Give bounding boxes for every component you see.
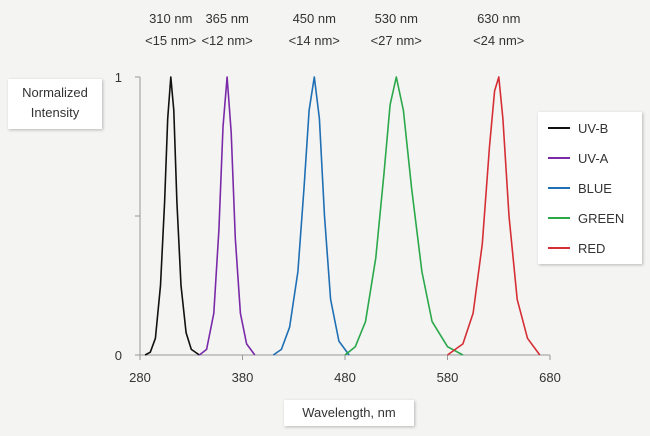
legend-swatch: [548, 127, 570, 129]
legend-item-green: GREEN: [548, 208, 624, 228]
y-axis-label: Normalized Intensity: [8, 79, 102, 129]
legend-label: GREEN: [578, 210, 625, 226]
peak-label-uv-a: 365 nm <12 nm>: [187, 8, 267, 52]
y-tick-label: 0: [115, 348, 122, 363]
peak-label-green: 530 nm <27 nm>: [356, 8, 436, 52]
series-line-green: [344, 76, 464, 356]
peak-fwhm-label: <24 nm>: [473, 33, 525, 48]
x-tick-label: 280: [129, 370, 151, 385]
series-layer: [144, 76, 541, 356]
peak-label-uv-b: 310 nm <15 nm>: [131, 8, 211, 52]
x-axis-label: Wavelength, nm: [284, 400, 414, 426]
peak-wavelength-label: 365 nm: [205, 11, 249, 26]
legend-label: UV-B: [578, 120, 609, 136]
legend-swatch: [548, 247, 570, 249]
peak-wavelength-label: 530 nm: [374, 11, 418, 26]
chart-legend: UV-B UV-A BLUE GREEN RED: [538, 112, 642, 264]
y-tick-label: 1: [115, 70, 122, 85]
legend-label: UV-A: [578, 150, 609, 166]
legend-swatch: [548, 187, 570, 189]
peak-label-red: 630 nm <24 nm>: [459, 8, 539, 52]
series-line-uv-b: [144, 76, 200, 356]
x-tick-label: 480: [334, 370, 356, 385]
legend-swatch: [548, 157, 570, 159]
tick-label-layer: 280 380 480 580 680 0 1: [115, 70, 561, 385]
peak-fwhm-label: <27 nm>: [370, 33, 422, 48]
chart-axes: [135, 76, 551, 360]
peak-wavelength-label: 310 nm: [149, 11, 193, 26]
legend-item-blue: BLUE: [548, 178, 612, 198]
peak-fwhm-label: <12 nm>: [201, 33, 253, 48]
x-tick-label: 680: [539, 370, 561, 385]
legend-swatch: [548, 217, 570, 219]
legend-item-uv-b: UV-B: [548, 118, 608, 138]
peak-wavelength-label: 630 nm: [477, 11, 521, 26]
x-tick-label: 380: [232, 370, 254, 385]
peak-wavelength-label: 450 nm: [292, 11, 336, 26]
peak-fwhm-label: <15 nm>: [145, 33, 197, 48]
peak-fwhm-label: <14 nm>: [288, 33, 340, 48]
peak-label-blue: 450 nm <14 nm>: [274, 8, 354, 52]
legend-item-red: RED: [548, 238, 605, 258]
series-line-blue: [272, 76, 350, 356]
series-line-red: [447, 76, 541, 356]
series-line-uv-a: [198, 76, 256, 356]
legend-label: BLUE: [578, 180, 612, 196]
x-tick-label: 580: [437, 370, 459, 385]
legend-label: RED: [578, 240, 606, 256]
legend-item-uv-a: UV-A: [548, 148, 608, 168]
